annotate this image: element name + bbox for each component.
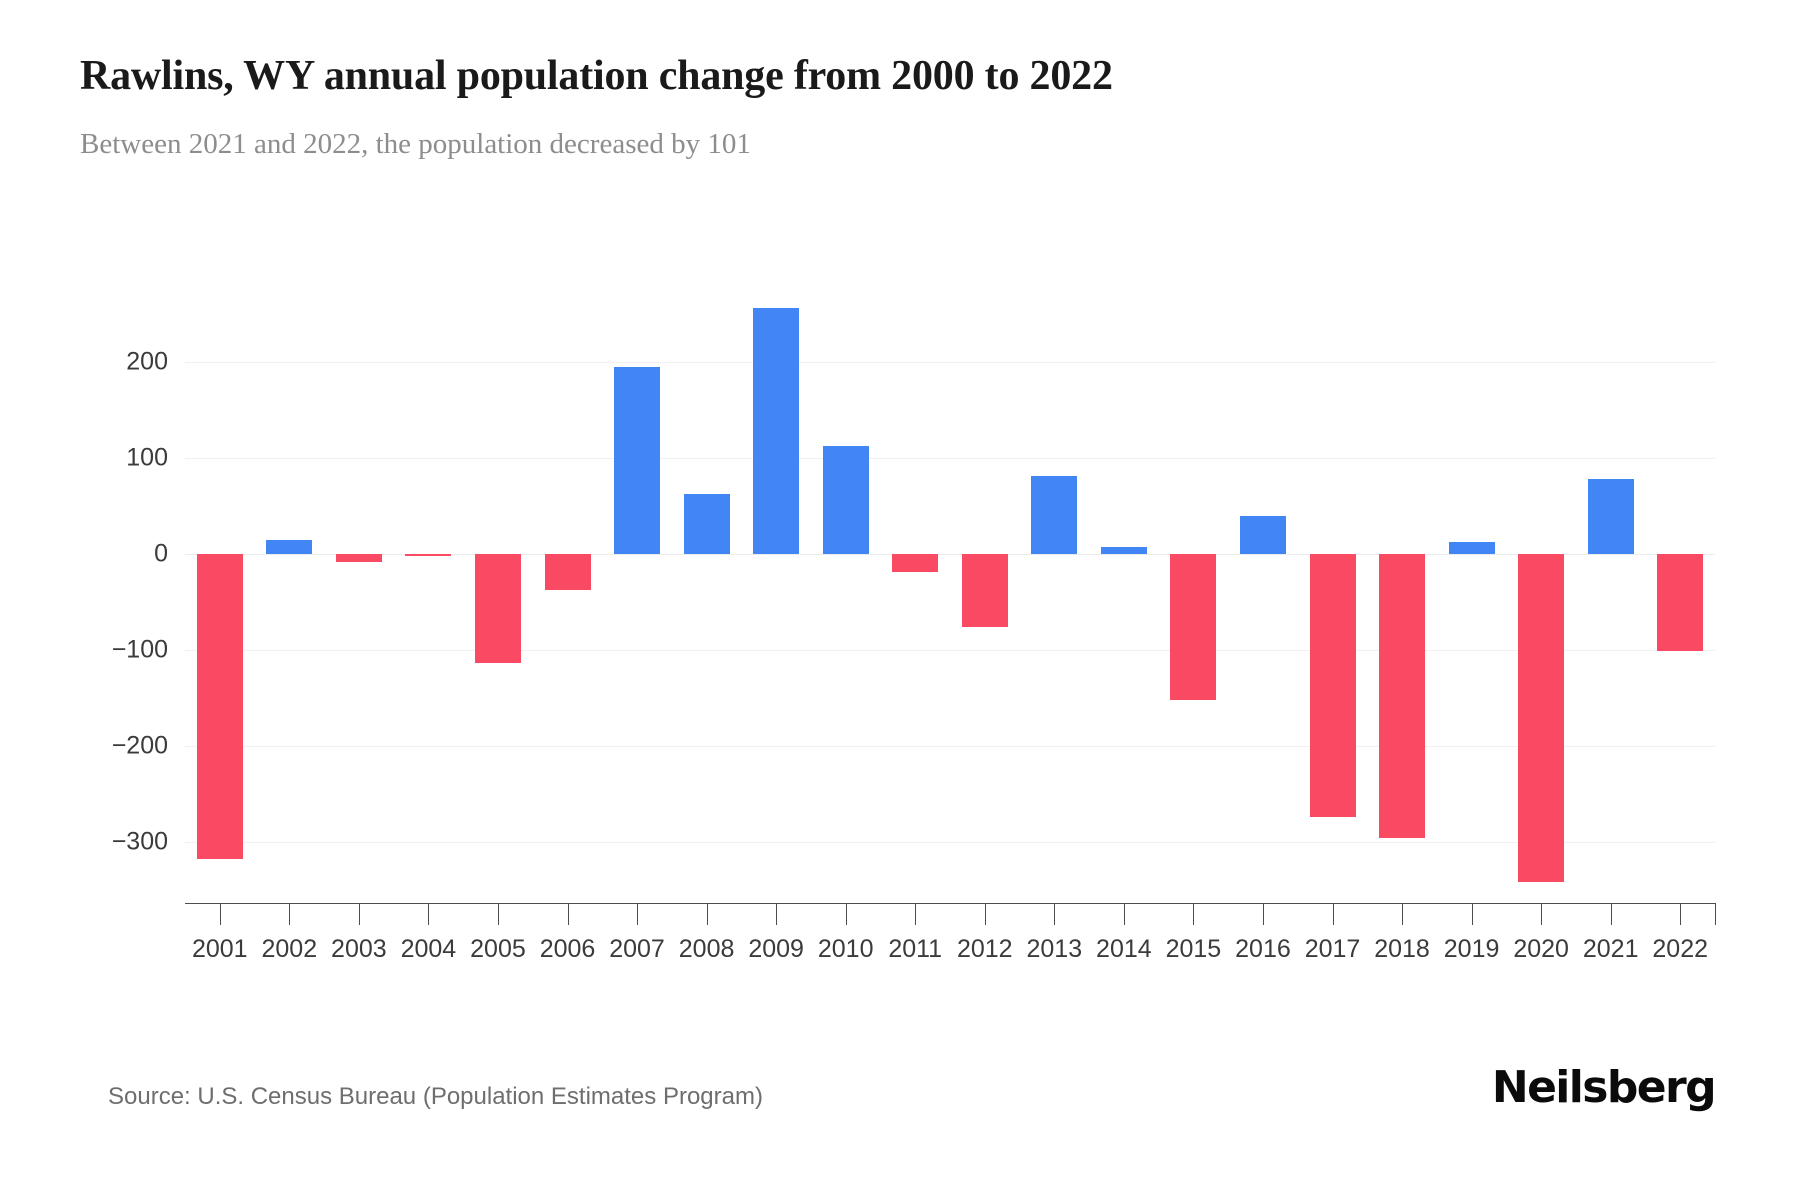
y-axis-tick-label: 100 bbox=[126, 443, 168, 472]
page-subtitle: Between 2021 and 2022, the population de… bbox=[80, 128, 751, 160]
x-axis-label-2012: 2012 bbox=[956, 935, 1013, 963]
x-axis-tick-mark bbox=[1332, 903, 1334, 925]
bar-2009[interactable] bbox=[753, 307, 800, 554]
bar-2013[interactable] bbox=[1031, 476, 1078, 554]
bar-2021[interactable] bbox=[1587, 478, 1634, 554]
x-axis-label-2021: 2021 bbox=[1582, 935, 1639, 963]
x-axis-tick-mark bbox=[1193, 903, 1195, 925]
x-axis-label-2010: 2010 bbox=[817, 935, 874, 963]
x-axis-label-2014: 2014 bbox=[1096, 935, 1152, 963]
brand-logo: Neilsberg bbox=[1491, 1062, 1717, 1113]
bar-2019[interactable] bbox=[1448, 542, 1495, 554]
x-axis-label-2005: 2005 bbox=[470, 935, 526, 963]
x-axis-label-2002: 2002 bbox=[261, 935, 318, 963]
gridline bbox=[185, 457, 1715, 459]
x-axis-label-2007: 2007 bbox=[609, 935, 665, 963]
bar-2010[interactable] bbox=[822, 446, 869, 554]
bar-2008[interactable] bbox=[683, 494, 730, 554]
x-axis-tick-mark bbox=[358, 903, 360, 925]
bar-2017[interactable] bbox=[1309, 553, 1356, 818]
x-axis-label-2018: 2018 bbox=[1374, 935, 1430, 963]
x-axis-label-2022: 2022 bbox=[1652, 935, 1709, 963]
x-axis-tick-mark bbox=[1680, 903, 1682, 925]
bar-2007[interactable] bbox=[614, 366, 661, 554]
x-axis-tick-mark bbox=[1610, 903, 1612, 925]
bar-2016[interactable] bbox=[1239, 516, 1286, 554]
bar-2022[interactable] bbox=[1657, 553, 1704, 652]
bar-2006[interactable] bbox=[544, 553, 591, 590]
x-axis-tick-mark bbox=[1541, 903, 1543, 925]
x-axis-line bbox=[185, 903, 1715, 904]
x-axis-tick-mark bbox=[845, 903, 847, 925]
page-title: Rawlins, WY annual population change fro… bbox=[80, 53, 1113, 99]
x-axis-tick-mark-end bbox=[1715, 903, 1716, 925]
bar-2018[interactable] bbox=[1379, 553, 1426, 838]
x-axis-label-2009: 2009 bbox=[748, 935, 804, 963]
bar-2005[interactable] bbox=[474, 553, 521, 663]
x-axis-tick-mark bbox=[706, 903, 708, 925]
y-axis-tick-label: 0 bbox=[154, 539, 168, 568]
gridline bbox=[185, 746, 1715, 748]
x-axis-label-2015: 2015 bbox=[1165, 935, 1222, 963]
x-axis-tick-mark bbox=[219, 903, 221, 925]
x-axis-tick-mark bbox=[497, 903, 499, 925]
x-axis-tick-mark bbox=[428, 903, 430, 925]
bar-2014[interactable] bbox=[1100, 547, 1147, 554]
x-axis-label-2017: 2017 bbox=[1304, 935, 1361, 963]
x-axis-label-2020: 2020 bbox=[1513, 935, 1569, 963]
zero-gridline bbox=[185, 553, 1715, 555]
bar-2020[interactable] bbox=[1518, 553, 1565, 882]
x-axis-label-2016: 2016 bbox=[1235, 935, 1291, 963]
gridline bbox=[185, 842, 1715, 844]
x-axis-tick-mark bbox=[1471, 903, 1473, 925]
bar-2012[interactable] bbox=[961, 553, 1008, 627]
x-axis-label-2006: 2006 bbox=[539, 935, 596, 963]
bar-2003[interactable] bbox=[335, 553, 382, 562]
x-axis-tick-mark bbox=[915, 903, 917, 925]
x-axis-tick-mark bbox=[289, 903, 291, 925]
source-note: Source: U.S. Census Bureau (Population E… bbox=[108, 1083, 763, 1110]
bar-2004[interactable] bbox=[405, 553, 452, 556]
x-axis-tick-mark bbox=[984, 903, 986, 925]
x-axis-label-2019: 2019 bbox=[1443, 935, 1500, 963]
bar-2001[interactable] bbox=[196, 553, 243, 859]
bar-2015[interactable] bbox=[1170, 553, 1217, 701]
x-axis-label-2003: 2003 bbox=[331, 935, 387, 963]
x-axis-label-2001: 2001 bbox=[191, 935, 248, 963]
x-axis-tick-mark bbox=[776, 903, 778, 925]
x-axis-tick-mark bbox=[1262, 903, 1264, 925]
x-axis-label-2011: 2011 bbox=[888, 935, 943, 963]
bar-2002[interactable] bbox=[266, 539, 313, 554]
y-axis-tick-label: −200 bbox=[111, 731, 168, 760]
plot-area: 200 100 0 −100 −200 −300 bbox=[112, 280, 1715, 900]
y-axis-tick-label: −100 bbox=[111, 635, 168, 664]
gridline bbox=[185, 361, 1715, 363]
x-axis-tick-mark bbox=[567, 903, 569, 925]
x-axis-label-2004: 2004 bbox=[400, 935, 457, 963]
x-axis-label-2008: 2008 bbox=[678, 935, 735, 963]
x-axis-tick-mark bbox=[1123, 903, 1125, 925]
x-axis-label-2013: 2013 bbox=[1026, 935, 1083, 963]
y-axis-tick-label: 200 bbox=[126, 347, 168, 376]
gridline bbox=[185, 650, 1715, 652]
x-axis-tick-mark bbox=[637, 903, 639, 925]
x-axis-tick-mark bbox=[1054, 903, 1056, 925]
x-axis-tick-mark bbox=[1402, 903, 1404, 925]
bar-2011[interactable] bbox=[892, 553, 939, 573]
y-axis-tick-label: −300 bbox=[111, 827, 168, 856]
